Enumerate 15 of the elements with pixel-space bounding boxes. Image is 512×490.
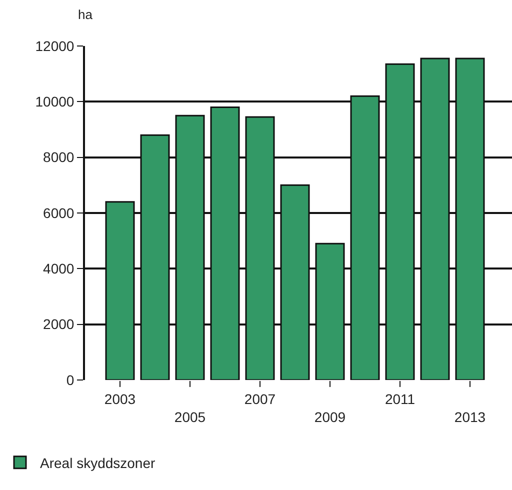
y-tick-label: 0 [66, 372, 74, 388]
x-tick-label: 2005 [174, 409, 206, 425]
y-tick-label: 10000 [35, 94, 74, 110]
x-tick-label: 2011 [384, 390, 416, 407]
y-tick-label: 8000 [43, 149, 74, 166]
y-tick-label: 4000 [43, 260, 74, 277]
x-tick-label: 2003 [104, 390, 136, 407]
y-tick-label: 2000 [43, 316, 74, 332]
y-tick-label: 12000 [35, 38, 74, 54]
y-axis-title: ha [78, 7, 94, 22]
x-tick-label: 2009 [314, 409, 346, 425]
legend-label: Areal skyddszoner [40, 454, 156, 471]
x-tick-label: 2013 [454, 409, 486, 425]
x-tick-label: 2007 [244, 390, 276, 407]
y-tick-label: 6000 [43, 204, 74, 221]
